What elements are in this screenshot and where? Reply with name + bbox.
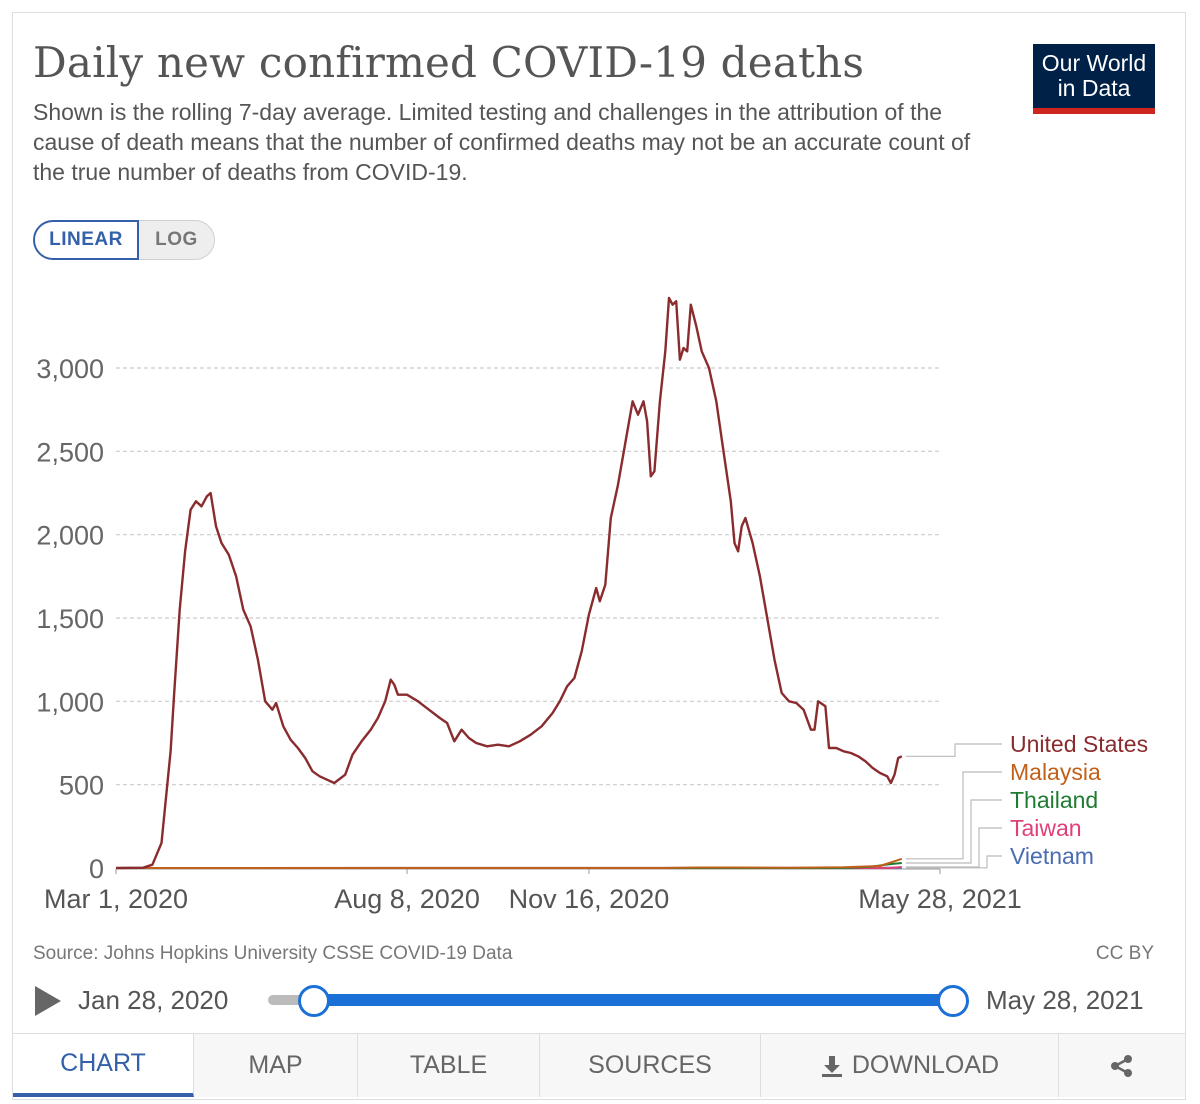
y-tick-label: 1,500	[36, 604, 104, 634]
tab-map[interactable]: MAP	[194, 1034, 358, 1097]
tab-chart[interactable]: CHART	[13, 1034, 194, 1097]
y-tick-label: 0	[89, 854, 104, 884]
chart-frame	[12, 12, 1186, 1100]
y-tick-label: 3,000	[36, 354, 104, 384]
timeline-start-handle[interactable]	[298, 985, 330, 1017]
legend-connector	[905, 799, 1002, 864]
logo-line-2: in Data	[1057, 75, 1131, 101]
legend-label: Taiwan	[1010, 815, 1082, 841]
license-link[interactable]: CC BY	[1095, 943, 1154, 964]
chart-title: Daily new confirmed COVID-19 deaths	[33, 38, 865, 87]
legend-connector	[905, 771, 1002, 860]
x-tick-label: Nov 16, 2020	[509, 884, 670, 914]
timeline-selected-range[interactable]	[313, 994, 953, 1006]
x-tick-label: Mar 1, 2020	[44, 884, 188, 914]
legend-label: United States	[1010, 731, 1148, 757]
x-tick-label: May 28, 2021	[858, 884, 1022, 914]
legend-connector	[905, 855, 1002, 869]
log-scale-button[interactable]: LOG	[139, 220, 215, 260]
logo-line-1: Our World	[1041, 50, 1147, 76]
timeline-start-label: Jan 28, 2020	[78, 985, 229, 1015]
legend-label: Malaysia	[1010, 759, 1101, 785]
x-tick-label: Aug 8, 2020	[334, 884, 480, 914]
scale-toggle: LINEAR LOG	[33, 220, 215, 260]
tab-sources[interactable]: SOURCES	[540, 1034, 761, 1097]
y-tick-label: 500	[59, 771, 104, 801]
timeline-end-handle[interactable]	[937, 985, 969, 1017]
owid-logo[interactable]: Our World in Data	[1033, 44, 1155, 114]
tab-share[interactable]	[1059, 1034, 1185, 1097]
line-chart: 0 500 1,000 1,500 2,000 2,500 3,000 Mar 1, 2020…	[36, 296, 1148, 914]
legend-label: Vietnam	[1010, 843, 1094, 869]
view-tabs: CHART MAP TABLE SOURCES DOWNLOAD	[13, 1033, 1185, 1097]
play-icon[interactable]	[35, 986, 61, 1016]
y-tick-label: 1,000	[36, 687, 104, 717]
timeline-end-label: May 28, 2021	[986, 985, 1144, 1015]
linear-scale-button[interactable]: LINEAR	[33, 220, 139, 260]
share-icon	[1111, 1054, 1132, 1077]
y-tick-label: 2,000	[36, 521, 104, 551]
y-tick-label: 2,500	[36, 437, 104, 467]
tab-download[interactable]: DOWNLOAD	[761, 1034, 1059, 1097]
source-note[interactable]: Source: Johns Hopkins University CSSE CO…	[33, 943, 513, 964]
legend-connector	[905, 743, 1002, 757]
series-line-united-states	[115, 296, 903, 870]
tab-table[interactable]: TABLE	[358, 1034, 540, 1097]
download-icon	[821, 1055, 842, 1077]
download-label: DOWNLOAD	[851, 1051, 1000, 1079]
series-line-malaysia	[116, 857, 903, 869]
legend-connector	[905, 827, 1002, 868]
legend-label: Thailand	[1010, 787, 1098, 813]
chart-subtitle: Shown is the rolling 7-day average. Limi…	[33, 99, 971, 185]
